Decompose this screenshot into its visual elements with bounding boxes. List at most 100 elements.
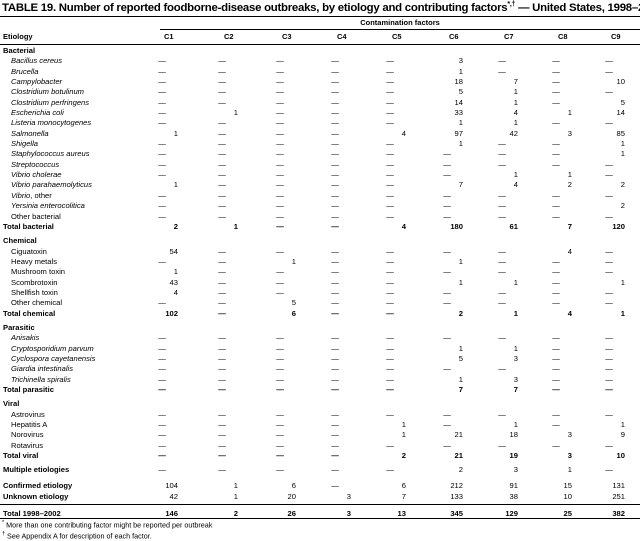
cell-c3: —: [276, 430, 284, 440]
cell-c2: —: [218, 420, 226, 430]
cell-c2: —: [218, 465, 226, 475]
cell-c7: 61: [509, 221, 518, 231]
cell-c2: —: [218, 308, 226, 318]
cell-c7: —: [498, 333, 506, 343]
row-label: Rotavirus: [11, 440, 44, 450]
cell-c6: 7: [458, 385, 463, 394]
cell-c3: —: [276, 108, 284, 118]
cell-c9: —: [605, 298, 613, 308]
cell-c8: —: [552, 256, 560, 266]
cell-c1: 1: [173, 128, 178, 138]
cell-c2: —: [218, 353, 226, 363]
cell-c5: —: [386, 364, 394, 374]
cell-c6: —: [443, 159, 451, 169]
cell-c7: —: [498, 246, 506, 256]
table-row: Heavy metals — — 1 — — 1 — — —: [0, 257, 640, 267]
cell-c9: —: [605, 287, 613, 297]
cell-c3: —: [276, 465, 284, 475]
cell-c3: —: [276, 267, 284, 277]
cell-c2: 2: [233, 508, 238, 518]
cell-c9: —: [605, 409, 613, 419]
section-header: Viral: [0, 399, 640, 409]
cell-c7: —: [498, 267, 506, 277]
cell-c3: —: [276, 56, 284, 66]
cell-c4: —: [331, 108, 339, 118]
column-header-c8: C8: [558, 32, 568, 41]
cell-c5: —: [386, 277, 394, 287]
cell-c1: 2: [173, 221, 178, 231]
cell-c7: —: [498, 440, 506, 450]
cell-c8: —: [552, 159, 560, 169]
cell-c8: 1: [567, 465, 572, 475]
cell-c3: —: [276, 364, 284, 374]
cell-c7: 1: [513, 87, 518, 97]
cell-c9: —: [605, 440, 613, 450]
cell-c1: —: [158, 170, 166, 180]
row-label: Campylobacter: [11, 77, 63, 87]
cell-c6: 14: [454, 97, 463, 107]
table-row: Astrovirus — — — — — — — — —: [0, 410, 640, 420]
cell-c3: —: [276, 333, 284, 343]
column-header-c5: C5: [392, 32, 402, 41]
cell-c2: —: [218, 170, 226, 180]
cell-c9: —: [605, 87, 613, 97]
cell-c2: —: [218, 149, 226, 159]
cell-c2: —: [218, 128, 226, 138]
cell-c9: —: [605, 159, 613, 169]
cell-c2: —: [218, 190, 226, 200]
cell-c5: —: [386, 56, 394, 66]
row-label: Total 1998–2002: [3, 508, 61, 518]
cell-c5: 7: [401, 491, 406, 501]
cell-c5: —: [386, 139, 394, 149]
footnote-text: See Appendix A for description of each f…: [5, 531, 152, 541]
row-label: Total viral: [3, 451, 39, 461]
cell-c8: —: [552, 97, 560, 107]
cell-c2: —: [218, 211, 226, 221]
cell-c3: —: [276, 190, 284, 200]
cell-c2: —: [218, 298, 226, 308]
cell-c4: —: [331, 190, 339, 200]
cell-c7: 19: [509, 451, 518, 461]
cell-c4: —: [331, 149, 339, 159]
cell-c6: —: [443, 440, 451, 450]
cell-c7: 1: [513, 118, 518, 128]
cell-c2: —: [218, 364, 226, 374]
cell-c7: —: [498, 409, 506, 419]
cell-c5: —: [386, 87, 394, 97]
cell-c3: 5: [291, 298, 296, 308]
cell-c2: —: [218, 277, 226, 287]
cell-c8: —: [552, 440, 560, 450]
cell-c8: 4: [567, 246, 572, 256]
cell-c4: —: [331, 287, 339, 297]
cell-c3: —: [276, 170, 284, 180]
cell-c2: —: [218, 87, 226, 97]
cell-c8: 25: [563, 508, 572, 518]
bottom-rule: [0, 518, 640, 520]
cell-c4: —: [331, 481, 339, 491]
column-header-c3: C3: [282, 32, 292, 41]
cell-c5: —: [386, 298, 394, 308]
row-label: Other chemical: [11, 298, 63, 308]
cell-c8: —: [552, 77, 560, 87]
row-label: Hepatitis A: [11, 420, 48, 430]
table-row: Salmonella 1 — — — 4 97 42 3 85: [0, 129, 640, 139]
row-label: Parasitic: [3, 322, 35, 332]
cell-c4: —: [331, 343, 339, 353]
cell-c9: —: [605, 364, 613, 374]
cell-c5: —: [386, 343, 394, 353]
cell-c4: —: [331, 298, 339, 308]
cell-c8: —: [552, 87, 560, 97]
cell-c9: 85: [616, 128, 625, 138]
row-label: Other bacterial: [11, 211, 61, 221]
cell-c7: 7: [513, 77, 518, 87]
cell-c1: —: [158, 211, 166, 221]
cell-c1: —: [158, 118, 166, 128]
cell-c5: 2: [401, 451, 406, 461]
cell-c3: —: [276, 139, 284, 149]
table-row: Other bacterial — — — — — — — — —: [0, 212, 640, 222]
cell-c8: 10: [563, 491, 572, 501]
cell-c4: —: [331, 440, 339, 450]
cell-c3: —: [276, 87, 284, 97]
cell-c2: —: [218, 66, 226, 76]
cell-c2: —: [218, 343, 226, 353]
